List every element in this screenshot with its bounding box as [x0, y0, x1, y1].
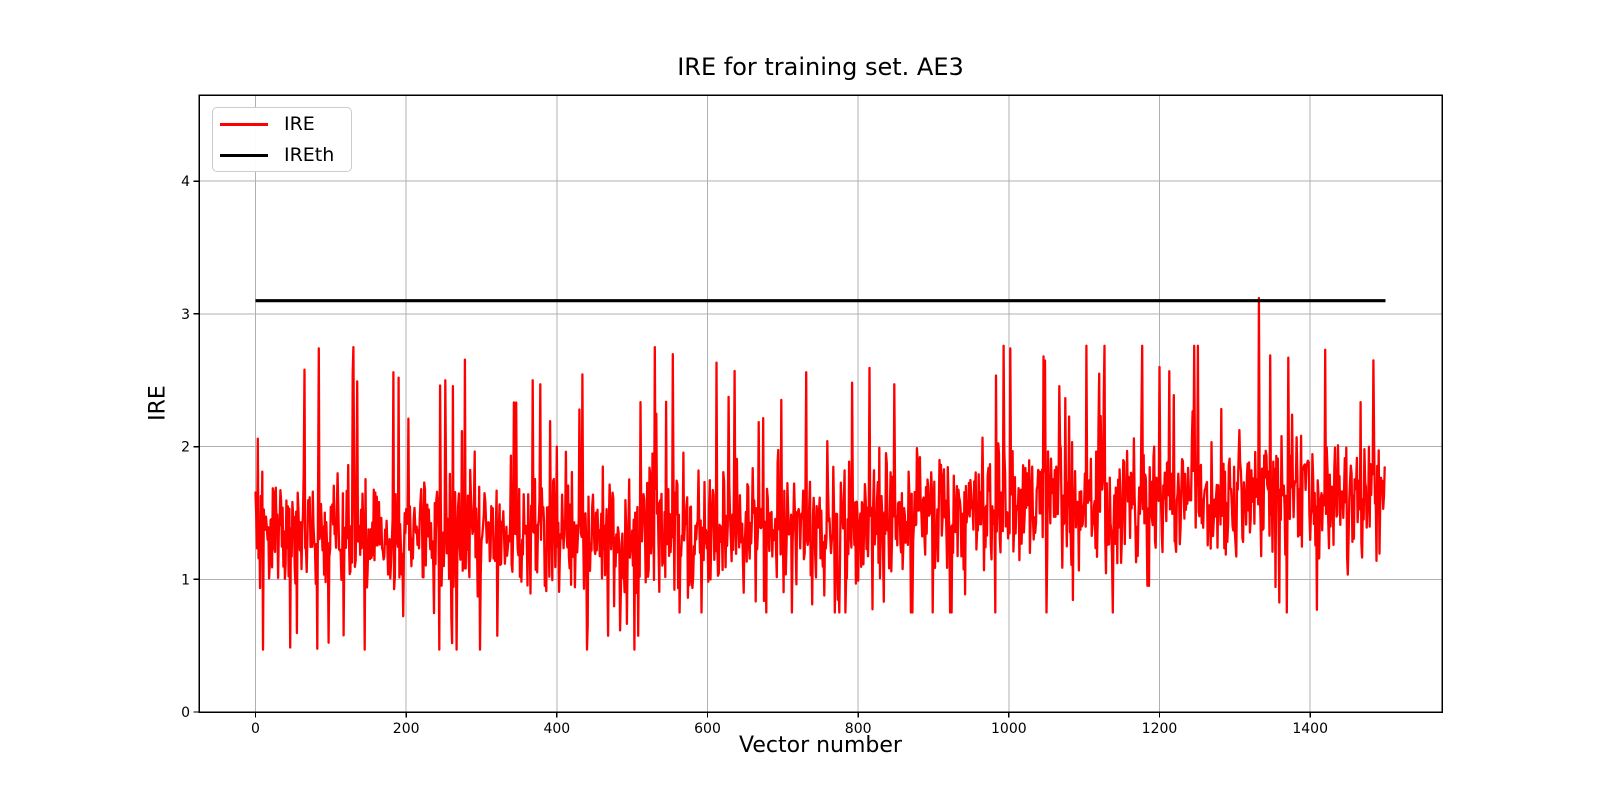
- legend-item-ireth: IREth: [220, 145, 351, 165]
- x-axis-label: Vector number: [739, 733, 902, 758]
- svg-text:4: 4: [181, 174, 190, 190]
- legend-item-ire: IRE: [220, 114, 351, 134]
- svg-text:1400: 1400: [1292, 721, 1328, 737]
- ire-line-swatch: [220, 122, 268, 126]
- ire-series-line: [254, 296, 1386, 651]
- gridlines: [199, 95, 1442, 713]
- tick-labels: 0 200 400 600 800 1000 1200 1400 0 1 2 3 4: [181, 174, 1328, 737]
- svg-text:600: 600: [694, 721, 721, 737]
- svg-text:2: 2: [181, 440, 190, 456]
- plot-border: [198, 94, 1443, 713]
- svg-text:1000: 1000: [991, 721, 1027, 737]
- svg-text:3: 3: [181, 307, 190, 323]
- svg-text:0: 0: [251, 721, 260, 737]
- svg-text:200: 200: [393, 721, 420, 737]
- chart-title: IRE for training set. AE3: [677, 53, 964, 81]
- svg-text:800: 800: [845, 721, 872, 737]
- svg-text:0: 0: [181, 705, 190, 721]
- svg-text:1: 1: [181, 572, 190, 588]
- legend-box: IRE IREth: [212, 107, 352, 172]
- svg-text:400: 400: [543, 721, 570, 737]
- legend-label-ireth: IREth: [284, 143, 335, 166]
- legend-label-ire: IRE: [284, 112, 315, 135]
- tick-marks: [193, 180, 1311, 718]
- svg-text:1200: 1200: [1142, 721, 1178, 737]
- ireth-line-swatch: [220, 153, 268, 157]
- y-axis-label: IRE: [145, 385, 171, 421]
